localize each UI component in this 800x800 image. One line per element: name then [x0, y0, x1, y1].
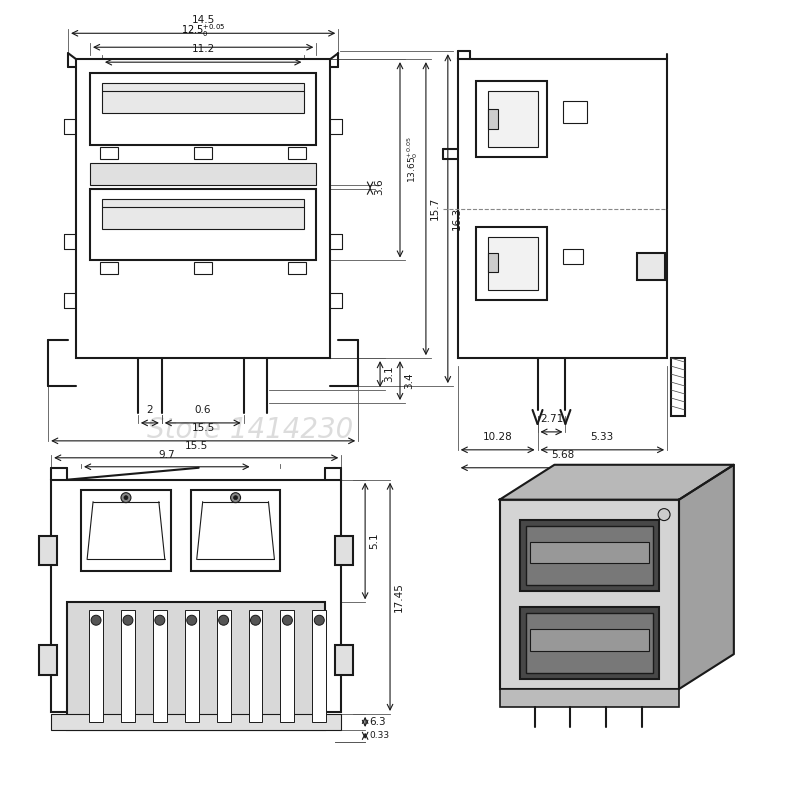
Bar — [81, 490, 170, 571]
Bar — [488, 109, 498, 129]
Bar — [563, 101, 587, 123]
Bar — [526, 526, 653, 586]
Bar — [90, 189, 316, 261]
Bar — [530, 542, 649, 563]
Bar — [288, 147, 306, 159]
Bar — [194, 147, 212, 159]
Bar — [671, 358, 685, 416]
Text: Store 1414230: Store 1414230 — [147, 416, 354, 444]
Bar — [249, 610, 262, 722]
Text: 5.1: 5.1 — [369, 533, 379, 550]
Text: 2: 2 — [146, 405, 153, 415]
Text: 6.3: 6.3 — [369, 717, 386, 727]
Bar — [121, 610, 135, 722]
Circle shape — [91, 615, 101, 626]
Bar — [153, 610, 167, 722]
Bar — [312, 610, 326, 722]
Text: 15.7: 15.7 — [430, 197, 440, 220]
Circle shape — [282, 615, 292, 626]
Bar — [100, 147, 118, 159]
Bar — [637, 253, 665, 281]
Bar — [89, 610, 103, 722]
Text: 5.33: 5.33 — [590, 432, 614, 442]
Bar — [563, 249, 583, 265]
Text: 11.2: 11.2 — [191, 44, 215, 54]
Bar — [90, 73, 316, 145]
Bar — [190, 490, 281, 571]
Bar — [39, 645, 57, 675]
Circle shape — [155, 615, 165, 626]
Bar — [281, 610, 294, 722]
Circle shape — [121, 493, 131, 502]
Text: 17.45: 17.45 — [394, 582, 404, 612]
Polygon shape — [500, 465, 734, 500]
Circle shape — [250, 615, 261, 626]
Bar — [519, 607, 659, 679]
Text: 3.4: 3.4 — [404, 372, 414, 389]
Bar — [458, 59, 667, 358]
Text: 0.6: 0.6 — [194, 405, 211, 415]
Bar — [51, 714, 342, 730]
Bar — [185, 610, 198, 722]
Bar — [102, 83, 304, 113]
Text: 9.7: 9.7 — [158, 450, 175, 460]
Bar — [100, 262, 118, 274]
Polygon shape — [679, 465, 734, 689]
Circle shape — [234, 496, 238, 500]
Text: 15.5: 15.5 — [191, 423, 215, 433]
Bar — [335, 535, 353, 566]
Text: $12.5^{+0.05}_{0}$: $12.5^{+0.05}_{0}$ — [181, 22, 226, 39]
Bar — [51, 480, 342, 712]
Text: 5.68: 5.68 — [551, 450, 574, 460]
Bar — [476, 226, 547, 300]
Bar — [476, 81, 547, 157]
Bar — [488, 237, 538, 290]
Circle shape — [124, 496, 128, 500]
Circle shape — [123, 615, 133, 626]
Bar — [39, 535, 57, 566]
Text: 14.5: 14.5 — [191, 15, 215, 26]
Text: 2.71: 2.71 — [540, 414, 563, 424]
Text: $13.65^{+0.05}_{0}$: $13.65^{+0.05}_{0}$ — [405, 137, 420, 183]
Text: 3.6: 3.6 — [374, 178, 384, 195]
Bar — [500, 500, 679, 689]
Bar — [288, 262, 306, 274]
Bar — [488, 91, 538, 147]
Bar — [488, 253, 498, 273]
Bar — [526, 614, 653, 673]
Bar — [519, 519, 659, 591]
Text: 3.1: 3.1 — [384, 366, 394, 382]
Text: 0.33: 0.33 — [369, 731, 390, 740]
Circle shape — [230, 493, 241, 502]
Circle shape — [314, 615, 324, 626]
Circle shape — [218, 615, 229, 626]
Text: 15.5: 15.5 — [185, 441, 208, 451]
Bar — [217, 610, 230, 722]
Bar — [530, 630, 649, 651]
Bar — [90, 163, 316, 185]
Text: 16.3: 16.3 — [452, 207, 462, 230]
Bar — [102, 198, 304, 229]
Text: 10.28: 10.28 — [482, 432, 513, 442]
Bar — [500, 689, 679, 707]
Circle shape — [658, 509, 670, 521]
Circle shape — [186, 615, 197, 626]
Bar — [67, 602, 326, 730]
Bar — [194, 262, 212, 274]
Bar — [76, 59, 330, 358]
Bar — [335, 645, 353, 675]
